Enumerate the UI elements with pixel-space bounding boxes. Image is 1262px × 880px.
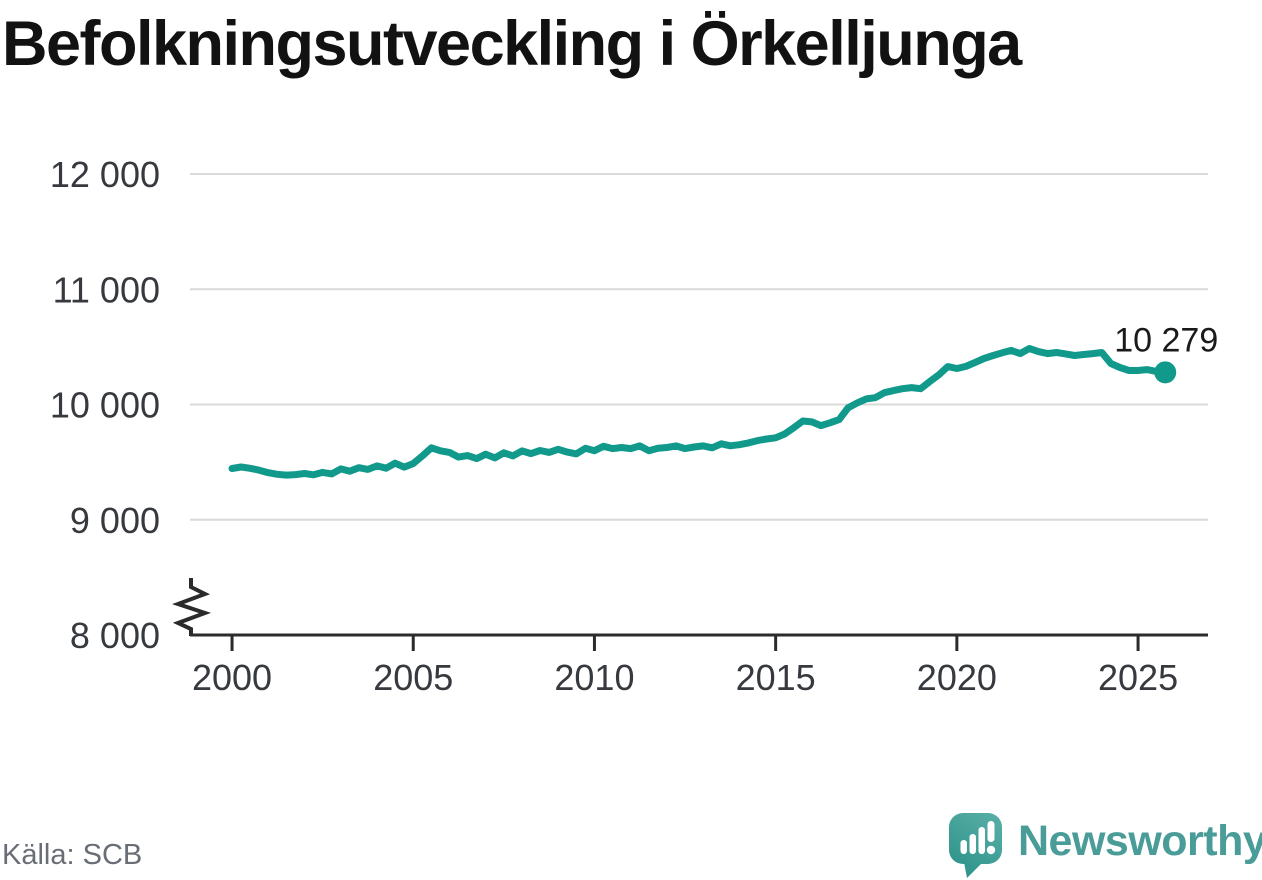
y-tick-label: 10 000 — [50, 385, 160, 426]
newsworthy-wordmark: Newsworthy — [1018, 817, 1262, 865]
x-tick-label: 2020 — [917, 657, 997, 698]
x-tick-label: 2005 — [373, 657, 453, 698]
x-tick-label: 2025 — [1098, 657, 1178, 698]
y-tick-label: 9 000 — [70, 500, 160, 541]
x-tick-label: 2000 — [192, 657, 272, 698]
population-line — [228, 345, 1169, 479]
axis-break-icon — [171, 578, 212, 636]
newsworthy-logo: Newsworthy — [948, 812, 1262, 880]
y-tick-label: 8 000 — [70, 615, 160, 656]
newsworthy-logo-icon — [949, 813, 1002, 878]
end-value-label: 10 279 — [1114, 321, 1218, 359]
page-title: Befolkningsutveckling i Örkelljunga — [2, 9, 1022, 79]
x-tick-label: 2010 — [554, 657, 634, 698]
bar-chart-exclamation-glyph — [960, 821, 996, 855]
x-tick-label: 2015 — [736, 657, 816, 698]
y-tick-label: 12 000 — [50, 154, 160, 195]
end-point-marker — [1154, 361, 1177, 384]
y-tick-label: 11 000 — [53, 269, 160, 310]
source-note: Källa: SCB — [2, 839, 143, 871]
